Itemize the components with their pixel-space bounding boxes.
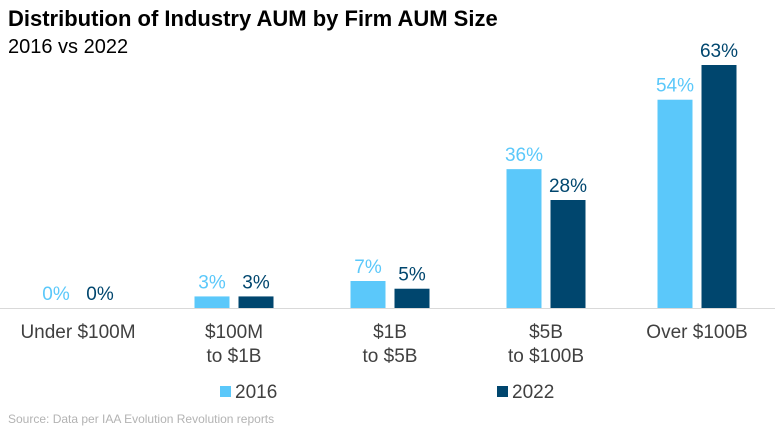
category-label-3-line-1: $1B (373, 322, 407, 343)
chart-title: Distribution of Industry AUM by Firm AUM… (8, 6, 498, 31)
data-label-2022-1: 0% (86, 284, 114, 305)
category-label-4-line-2: to $100B (508, 346, 584, 367)
data-label-2022-3: 5% (398, 265, 426, 286)
legend-swatch-2016 (220, 386, 231, 397)
category-label-4-line-1: $5B (529, 322, 563, 343)
bar-2022-3 (394, 288, 430, 308)
data-label-2022-2: 3% (242, 272, 270, 293)
legend-label-2016: 2016 (235, 382, 277, 403)
data-label-2022-5: 63% (700, 41, 738, 62)
chart-subtitle: 2016 vs 2022 (8, 36, 129, 58)
legend-swatch-2022 (497, 386, 508, 397)
bar-2016-5 (657, 99, 693, 308)
bar-2022-2 (238, 296, 274, 308)
bar-2016-2 (194, 296, 230, 308)
data-label-2016-3: 7% (354, 257, 382, 278)
category-label-2-line-2: to $1B (207, 346, 262, 367)
category-label-2-line-1: $100M (205, 322, 263, 343)
data-label-2022-4: 28% (549, 176, 587, 197)
data-label-2016-2: 3% (198, 272, 226, 293)
category-label-3-line-2: to $5B (363, 346, 418, 367)
bar-2016-4 (506, 169, 542, 308)
data-label-2016-5: 54% (656, 76, 694, 97)
category-label-1: Under $100M (20, 322, 135, 343)
data-label-2016-4: 36% (505, 145, 543, 166)
bar-2022-4 (550, 200, 586, 308)
bar-2022-5 (701, 65, 737, 308)
bar-2016-3 (350, 281, 386, 308)
legend-label-2022: 2022 (512, 382, 554, 403)
data-label-2016-1: 0% (42, 284, 70, 305)
category-label-5: Over $100B (646, 322, 747, 343)
source-note: Source: Data per IAA Evolution Revolutio… (8, 412, 275, 426)
